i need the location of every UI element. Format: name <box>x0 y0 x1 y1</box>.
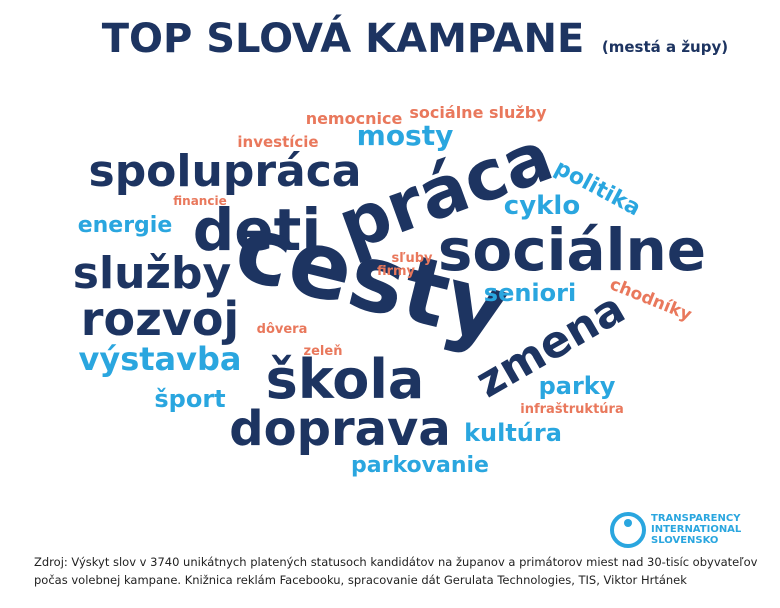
word: sociálne <box>438 216 706 284</box>
logo-text: SLOVENSKO <box>651 535 718 546</box>
word: parkovanie <box>351 453 489 478</box>
word: infraštruktúra <box>520 402 623 417</box>
word: investície <box>237 133 318 151</box>
word: zeleň <box>304 344 343 359</box>
logo-icon <box>610 512 646 548</box>
source: počas volebnej kampane. Knižnica reklám … <box>34 573 687 587</box>
word: spolupráca <box>89 146 362 197</box>
word: dôvera <box>257 322 308 337</box>
word: parky <box>539 372 616 400</box>
word: seniori <box>484 279 576 307</box>
word: sľuby <box>391 251 433 266</box>
logo: TRANSPARENCY INTERNATIONAL SLOVENSKO <box>610 512 742 548</box>
word: energie <box>78 213 173 238</box>
title: TOP SLOVÁ KAMPANE <box>102 14 585 62</box>
subtitle: (mestá a župy) <box>602 38 728 56</box>
word: výstavba <box>78 340 241 378</box>
word: služby <box>73 248 231 299</box>
word: nemocnice <box>306 109 403 128</box>
word: firmy <box>377 264 416 279</box>
word: rozvoj <box>81 292 239 346</box>
logo-text: INTERNATIONAL <box>651 524 742 535</box>
logo-text: TRANSPARENCY <box>651 513 741 524</box>
logo-icon <box>624 519 632 527</box>
word: cyklo <box>504 191 580 221</box>
word: sociálne služby <box>409 103 547 122</box>
word: kultúra <box>464 419 562 447</box>
word: mosty <box>357 119 454 152</box>
word: deti <box>193 196 321 264</box>
word: financie <box>173 194 226 208</box>
word: škola <box>266 348 425 411</box>
source: Zdroj: Výskyt slov v 3740 unikátnych pla… <box>34 555 758 569</box>
word: doprava <box>229 401 450 457</box>
word: šport <box>154 385 225 413</box>
